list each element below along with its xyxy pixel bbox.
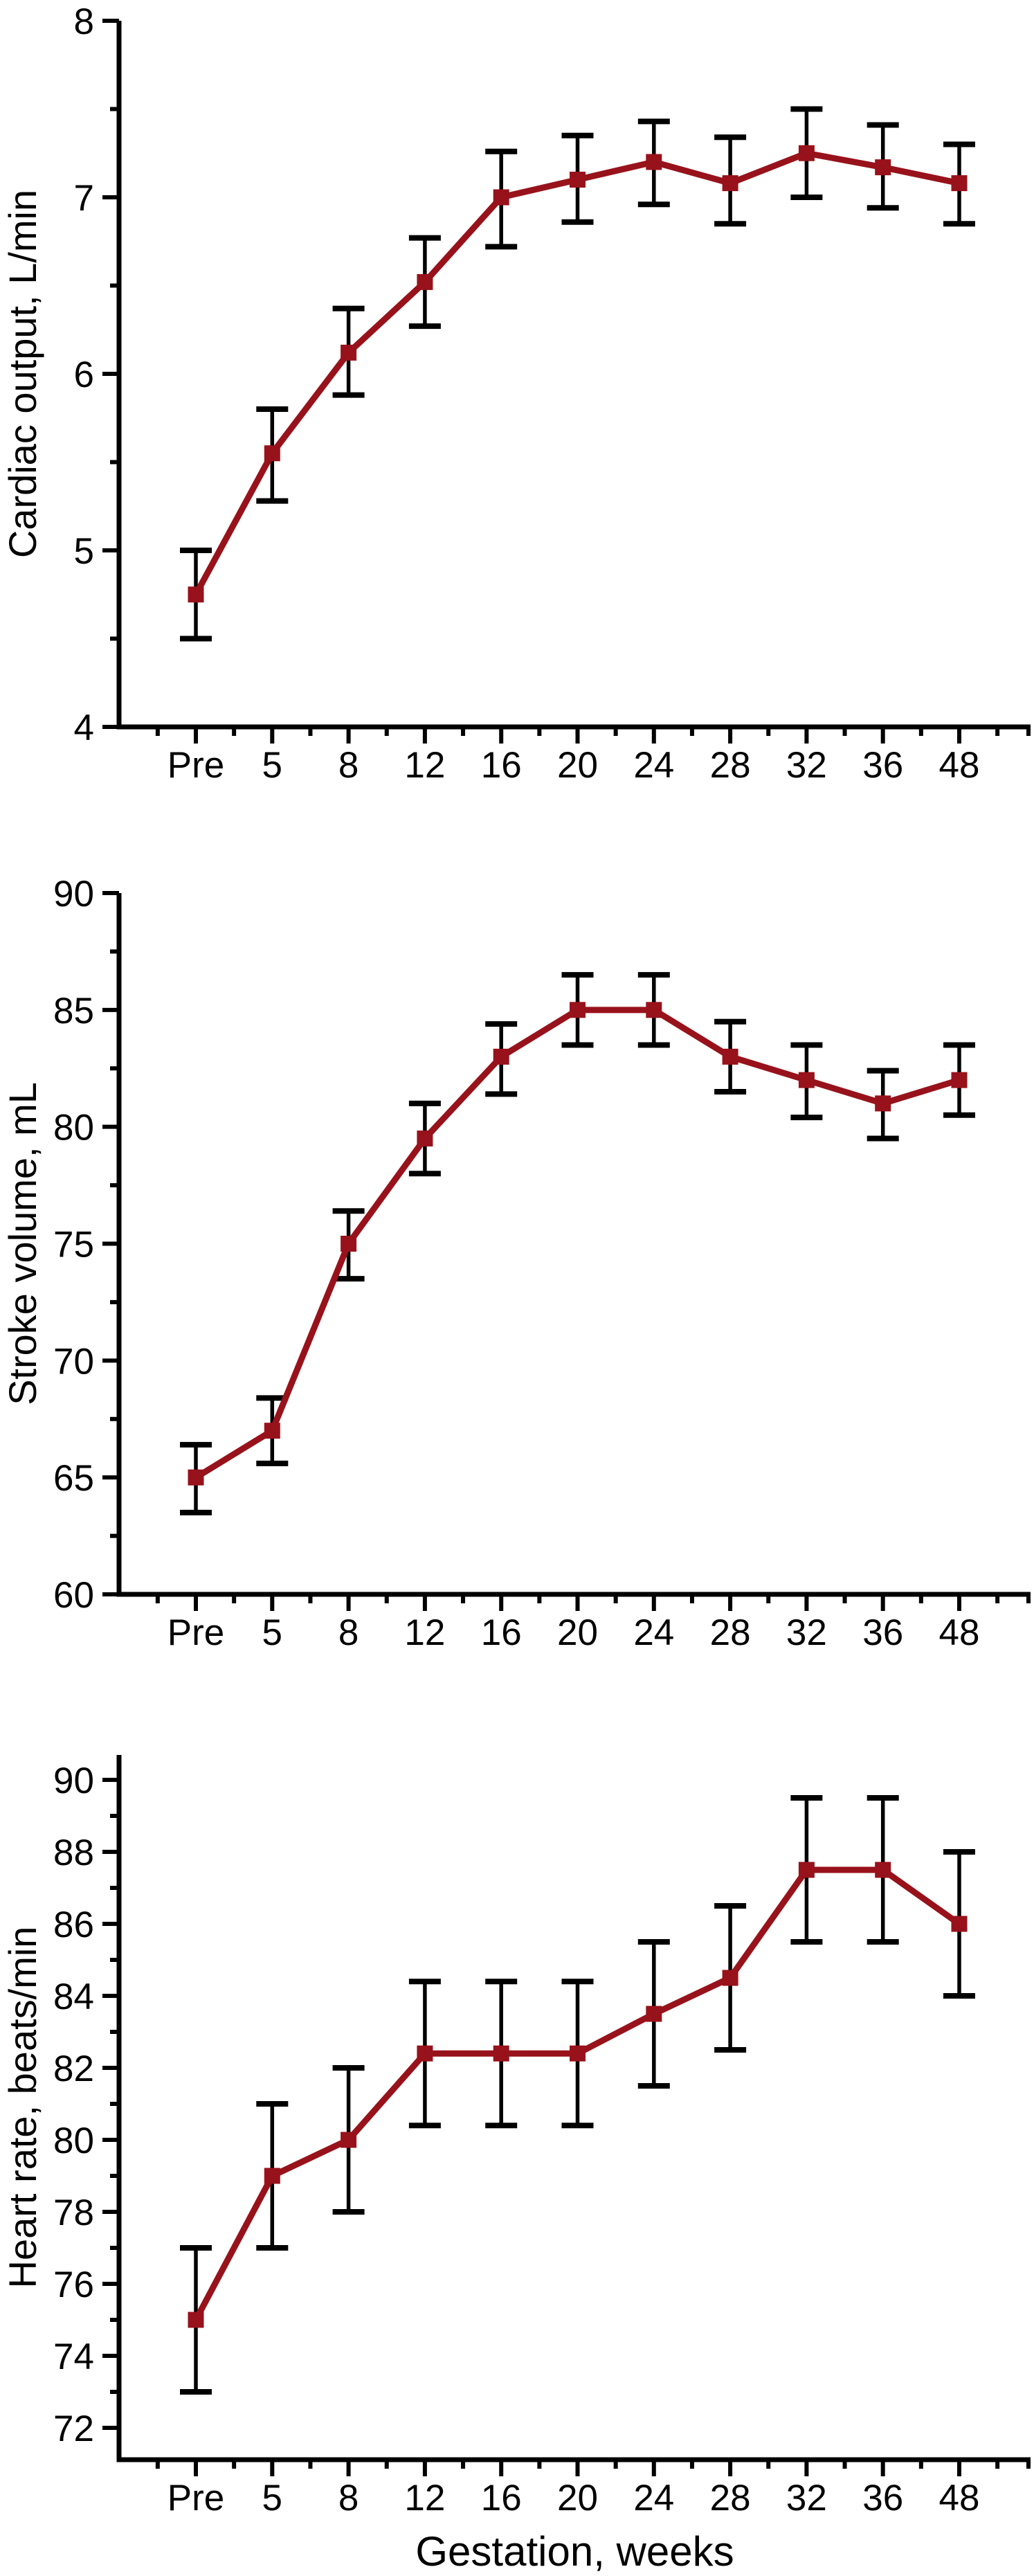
x-tick-label: 24	[633, 745, 674, 786]
x-tick-label: 32	[786, 745, 827, 786]
x-tick-label: 48	[939, 745, 980, 786]
x-tick-label: 16	[481, 745, 522, 786]
y-tick-label: 90	[53, 1760, 94, 1801]
x-tick-label: 48	[939, 2478, 980, 2519]
data-point-marker	[570, 2045, 586, 2062]
y-axis-title: Heart rate, beats/min	[1, 1927, 44, 2289]
data-point-marker	[493, 189, 509, 206]
y-tick-label: 85	[53, 991, 94, 1032]
x-tick-label: 5	[262, 745, 282, 786]
series-line	[194, 1007, 961, 1481]
x-tick-label: 36	[862, 1612, 903, 1653]
data-point-marker	[417, 2045, 433, 2062]
panel-2: 60 65 70 75 80 85 90 Pre 5 8 12 16 20 24 28 32 36 48 Strok…	[1, 874, 1031, 1653]
data-point-marker	[341, 2132, 357, 2148]
y-tick-label: 86	[53, 1904, 94, 1945]
data-point-marker	[722, 1970, 738, 1986]
data-point-marker	[188, 586, 204, 603]
y-axis-title: Stroke volume, mL	[1, 1082, 44, 1405]
x-tick-label: 20	[557, 2478, 598, 2519]
y-tick-label: 70	[53, 1341, 94, 1382]
x-tick-label: 28	[710, 1612, 751, 1653]
x-tick-label: 20	[557, 745, 598, 786]
y-tick-label: 76	[53, 2264, 94, 2305]
y-tick-label: 88	[53, 1832, 94, 1873]
x-tick-label: 16	[481, 2478, 522, 2519]
data-point-marker	[722, 1048, 738, 1065]
data-point-marker	[417, 273, 433, 290]
x-axis-title: Gestation, weeks	[415, 2528, 734, 2575]
y-tick-label: 75	[53, 1225, 94, 1266]
x-tick-label: 16	[481, 1612, 522, 1653]
y-tick-label: 7	[74, 178, 94, 219]
data-point-marker	[875, 1095, 891, 1112]
data-point-marker	[264, 1423, 280, 1439]
x-tick-label: 5	[262, 1612, 282, 1653]
x-tick-label: 12	[404, 745, 445, 786]
x-tick-label: 8	[338, 2478, 359, 2519]
y-tick-label: 60	[53, 1575, 94, 1616]
y-tick-label: 80	[53, 2120, 94, 2161]
y-tick-label: 90	[53, 874, 94, 915]
y-tick-label: 8	[74, 1, 94, 42]
y-tick-label: 78	[53, 2192, 94, 2233]
x-tick-label: 28	[710, 2478, 751, 2519]
data-point-marker	[875, 159, 891, 176]
x-tick-label: Pre	[167, 2478, 224, 2519]
data-point-marker	[951, 1916, 968, 1932]
y-tick-label: 4	[74, 708, 94, 748]
panel-3: 72 74 76 78 80 82 84 86 88 90 Pre 5 8 12 16 20 24 28 32 36 4…	[1, 1755, 1031, 2519]
data-point-marker	[493, 2045, 509, 2062]
y-tick-label: 72	[53, 2408, 94, 2449]
y-tick-label: 82	[53, 2048, 94, 2089]
data-point-marker	[341, 1236, 357, 1252]
x-tick-label: 32	[786, 2478, 827, 2519]
data-point-marker	[875, 1862, 891, 1878]
y-tick-label: 84	[53, 1976, 94, 2017]
data-point-marker	[798, 1862, 815, 1878]
y-tick-label: 5	[74, 531, 94, 572]
data-point-marker	[646, 154, 662, 170]
x-tick-label: 8	[338, 1612, 359, 1653]
x-tick-label: Pre	[167, 1612, 224, 1653]
data-point-marker	[188, 2312, 204, 2328]
y-axis-title: Cardiac output, L/min	[1, 190, 44, 558]
y-tick-label: 80	[53, 1108, 94, 1149]
x-tick-label: 5	[262, 2478, 282, 2519]
panel-1: 4 5 6 7 8 Pre 5 8 12 16 20 24 28 32 36 48 Cardiac output…	[1, 1, 1031, 786]
data-point-marker	[341, 344, 357, 361]
y-tick-label: 6	[74, 354, 94, 395]
y-tick-label: 74	[53, 2336, 94, 2377]
x-tick-label: 20	[557, 1612, 598, 1653]
x-tick-label: Pre	[167, 745, 224, 786]
data-point-marker	[188, 1469, 204, 1486]
x-tick-label: 32	[786, 1612, 827, 1653]
x-tick-label: 8	[338, 745, 359, 786]
data-point-marker	[570, 172, 586, 188]
data-point-marker	[493, 1048, 509, 1065]
data-point-marker	[417, 1131, 433, 1147]
data-point-marker	[951, 175, 968, 192]
data-point-marker	[264, 2168, 280, 2184]
x-tick-label: 28	[710, 745, 751, 786]
x-tick-label: 24	[633, 1612, 674, 1653]
data-point-marker	[264, 445, 280, 462]
data-point-marker	[951, 1072, 968, 1088]
data-point-marker	[798, 1072, 815, 1088]
data-point-marker	[722, 175, 738, 192]
x-tick-label: 48	[939, 1612, 980, 1653]
x-tick-label: 36	[862, 2478, 903, 2519]
x-tick-label: 12	[404, 1612, 445, 1653]
data-point-marker	[798, 145, 815, 161]
x-tick-label: 36	[862, 745, 903, 786]
data-point-marker	[570, 1002, 586, 1018]
x-tick-label: 24	[633, 2478, 674, 2519]
x-tick-label: 12	[404, 2478, 445, 2519]
y-tick-label: 65	[53, 1458, 94, 1499]
data-point-marker	[646, 1002, 662, 1018]
data-point-marker	[646, 2006, 662, 2022]
